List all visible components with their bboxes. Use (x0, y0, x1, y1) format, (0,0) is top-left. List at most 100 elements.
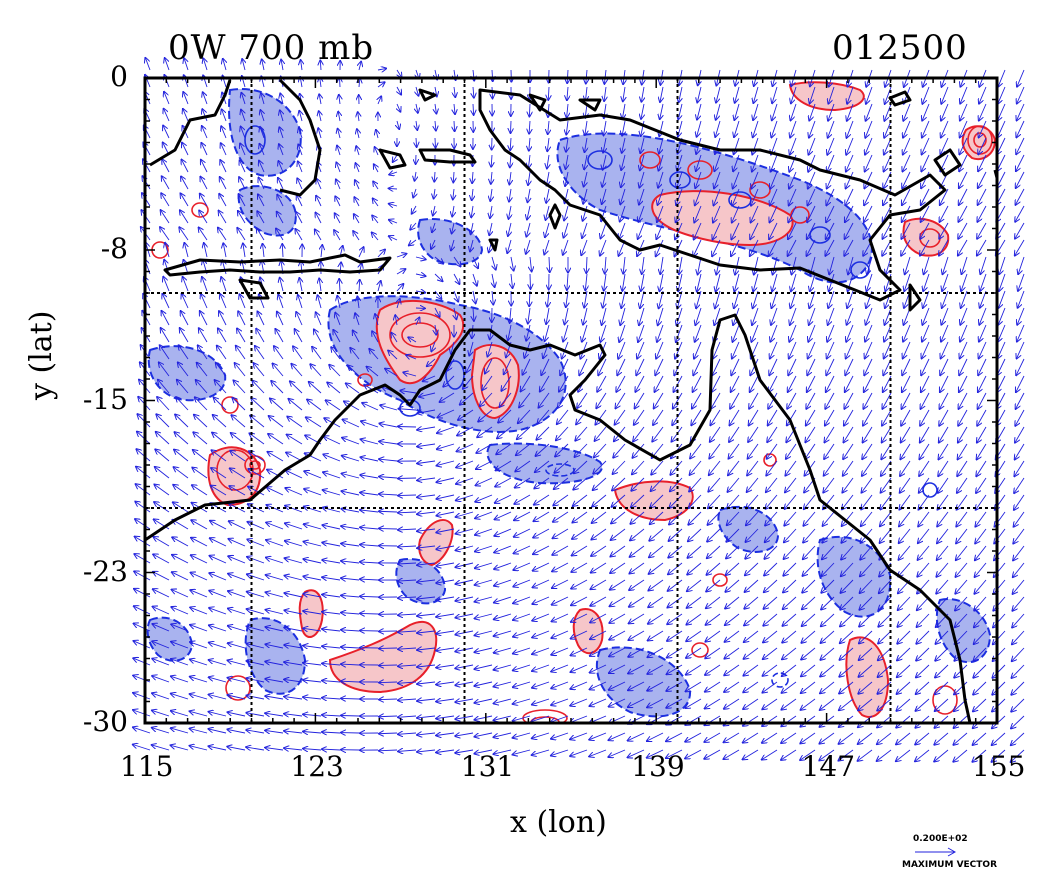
wind-vector (471, 222, 473, 234)
wind-vector (1013, 545, 1025, 560)
wind-vector (359, 78, 360, 88)
wind-vector (640, 154, 645, 170)
wind-vector (475, 664, 493, 669)
wind-vector (746, 494, 759, 509)
wind-vector (771, 307, 778, 325)
wind-vector (238, 311, 246, 326)
wind-vector (710, 426, 721, 442)
wind-vector (809, 290, 816, 308)
wind-vector (513, 596, 531, 603)
wind-vector (690, 443, 702, 458)
wind-vector (866, 86, 873, 104)
wind-vector (558, 392, 569, 408)
wind-vector (331, 347, 341, 360)
wind-vector (628, 732, 645, 741)
wind-vector (304, 524, 322, 530)
wind-vector (878, 664, 892, 677)
wind-vector (379, 716, 398, 717)
wind-vector (808, 154, 816, 172)
wind-vector (235, 363, 246, 377)
wind-vector (191, 573, 208, 581)
wind-vector (845, 205, 854, 222)
wind-vector (1016, 171, 1025, 188)
wind-vector (135, 537, 151, 547)
wind-vector (633, 426, 645, 441)
wind-vector (844, 426, 854, 442)
wind-vector (858, 698, 873, 710)
wind-vector (242, 59, 245, 71)
wind-vector (1014, 477, 1025, 493)
wind-vector (266, 575, 284, 581)
wind-vector (790, 120, 797, 138)
wind-vector (398, 733, 417, 734)
wind-vector (958, 443, 968, 459)
wind-vector (807, 222, 816, 239)
wind-vector (877, 681, 892, 694)
wind-vector (704, 732, 721, 742)
wind-vector (1017, 103, 1025, 120)
wind-vector (417, 444, 436, 447)
wind-vector (905, 256, 911, 274)
wind-vector (686, 664, 702, 675)
wind-vector (265, 748, 284, 750)
wind-vector (453, 256, 461, 266)
wind-vector (809, 137, 816, 155)
wind-vector (942, 290, 949, 308)
wind-vector (389, 220, 398, 223)
wind-vector (708, 494, 721, 508)
wind-vector (357, 296, 359, 309)
wind-vector (647, 681, 664, 691)
wind-vector (660, 256, 663, 274)
wind-vector (610, 545, 626, 557)
wind-vector (630, 511, 645, 524)
wind-vector (940, 392, 949, 409)
wind-vector (766, 494, 778, 509)
wind-vector (284, 610, 303, 615)
wind-vector (668, 562, 683, 574)
wind-vector (762, 749, 778, 760)
wind-vector (917, 613, 930, 627)
wind-vector (629, 630, 645, 640)
axis-ticks (144, 77, 998, 724)
wind-vector (532, 596, 550, 604)
wind-vector (563, 239, 569, 255)
wind-vector (182, 160, 189, 173)
wind-vector (566, 120, 568, 135)
wind-vector (601, 222, 607, 238)
wind-vector (919, 460, 930, 476)
wind-vector (436, 528, 455, 533)
wind-vector (827, 324, 835, 342)
wind-vector (631, 494, 645, 507)
wind-vector (391, 333, 398, 343)
wind-vector (551, 664, 569, 672)
wind-vector (360, 457, 379, 462)
wind-vector (590, 681, 607, 689)
wind-vector (920, 426, 930, 443)
wind-vector (724, 647, 740, 659)
wind-vector (472, 188, 473, 200)
wind-vector (658, 171, 664, 188)
wind-vector (861, 511, 873, 526)
wind-vector (417, 495, 436, 497)
wind-vector (896, 732, 911, 744)
wind-vector (639, 171, 645, 188)
wind-vector (843, 443, 854, 459)
wind-vector (303, 611, 322, 614)
wind-vector (826, 222, 835, 239)
wind-vector (553, 494, 569, 505)
wind-vector (482, 375, 493, 390)
wind-vector (523, 358, 531, 375)
wind-vector (494, 664, 512, 670)
wind-vector (190, 694, 208, 700)
wind-vector (237, 228, 246, 241)
wind-vector (379, 494, 398, 495)
wind-vector (471, 205, 473, 217)
wind-vector (695, 307, 702, 325)
wind-vector (265, 713, 284, 716)
x-tick-label: 131 (460, 750, 515, 783)
wind-vector (548, 120, 549, 134)
wind-vector (716, 86, 721, 103)
wind-vector (959, 188, 968, 205)
wind-vector (339, 279, 340, 292)
wind-vector (800, 732, 816, 743)
